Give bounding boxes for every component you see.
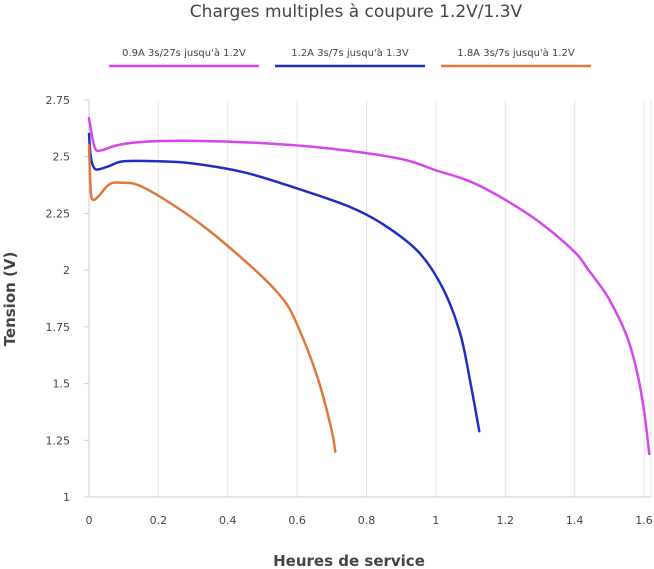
x-tick-label-3: 0.6 xyxy=(288,514,306,527)
y-axis-label: Tension (V) xyxy=(1,252,19,347)
axes xyxy=(84,99,651,498)
x-tick-label-4: 0.8 xyxy=(358,514,376,527)
y-tick-labels: 1 1.25 1.5 1.75 2 2.25 2.5 2.75 xyxy=(46,94,71,504)
series-line-1 xyxy=(87,132,481,433)
y-tick-label-1: 1.25 xyxy=(46,434,71,447)
y-tick-label-0: 1 xyxy=(63,491,70,504)
y-tick-label-5: 2.25 xyxy=(46,207,71,220)
chart-title: Charges multiples à coupure 1.2V/1.3V xyxy=(190,2,523,22)
legend: 0.9A 3s/27s jusqu'à 1.2V 1.2A 3s/7s jusqu… xyxy=(109,47,591,68)
y-tick-label-7: 2.75 xyxy=(46,94,71,107)
y-tick-label-3: 1.75 xyxy=(46,321,71,334)
x-tick-label-8: 1.6 xyxy=(635,514,653,527)
x-tick-label-7: 1.4 xyxy=(566,514,584,527)
x-tick-label-1: 0.2 xyxy=(150,514,168,527)
series-group xyxy=(87,116,651,456)
y-tick-label-4: 2 xyxy=(63,264,70,277)
legend-label-2: 1.8A 3s/7s jusqu'à 1.2V xyxy=(457,47,575,59)
y-tick-label-6: 2.5 xyxy=(53,151,71,164)
series-line-0 xyxy=(87,116,651,456)
legend-label-0: 0.9A 3s/27s jusqu'à 1.2V xyxy=(122,47,246,59)
x-tick-label-0: 0 xyxy=(86,514,93,527)
grid xyxy=(157,100,652,497)
x-tick-label-6: 1.2 xyxy=(497,514,515,527)
x-tick-labels: 0 0.2 0.4 0.6 0.8 1 1.2 1.4 1.6 xyxy=(86,514,653,527)
x-tick-label-2: 0.4 xyxy=(219,514,237,527)
x-axis-label: Heures de service xyxy=(273,552,425,569)
x-tick-label-5: 1 xyxy=(432,514,439,527)
legend-label-1: 1.2A 3s/7s jusqu'à 1.3V xyxy=(291,47,409,59)
y-tick-label-2: 1.5 xyxy=(53,378,71,391)
series-line-2 xyxy=(87,144,337,453)
